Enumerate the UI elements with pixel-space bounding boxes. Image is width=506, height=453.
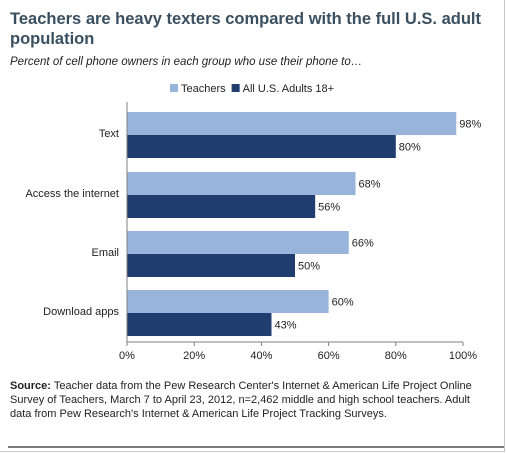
source-text: Teacher data from the Pew Research Cente… [10,380,472,420]
bar-adults [127,135,396,158]
bar-adults [127,254,295,277]
bar-chart: Teachers All U.S. Adults 18+ Text 98% 80% Acc… [25,83,481,362]
legend-swatch [231,84,240,92]
value-label: 66% [352,238,374,250]
category-label: Download apps [43,306,119,318]
bar-adults [127,313,272,336]
chart-title: Teachers are heavy texters compared with… [10,10,482,48]
category-label: Text [99,128,119,140]
x-tick-label: 20% [183,350,205,362]
x-tick-label: 0% [119,350,135,362]
value-label: 50% [298,261,320,273]
bar-teachers [127,172,356,195]
x-tick-label: 100% [449,350,477,362]
value-label: 68% [358,179,380,191]
bar-teachers [127,290,329,313]
value-label: 43% [274,320,296,332]
bar-teachers [127,112,457,135]
bottom-divider [8,446,504,448]
legend-label: Teachers [181,83,226,95]
x-tick-label: 60% [318,350,340,362]
x-tick-label: 40% [250,350,272,362]
source-note: Source: Teacher data from the Pew Resear… [10,379,490,421]
value-label: 80% [399,142,421,154]
chart-subtitle: Percent of cell phone owners in each gro… [10,56,363,68]
value-label: 56% [318,202,340,214]
category-label: Email [91,247,119,259]
bar-adults [127,195,316,218]
category-label: Access the internet [25,188,119,200]
source-label: Source: [10,380,51,392]
legend-swatch [170,84,178,92]
legend-label: All U.S. Adults 18+ [243,83,334,95]
x-tick-label: 80% [385,350,407,362]
value-label: 98% [459,119,481,131]
value-label: 60% [332,297,354,309]
bar-teachers [127,231,349,254]
